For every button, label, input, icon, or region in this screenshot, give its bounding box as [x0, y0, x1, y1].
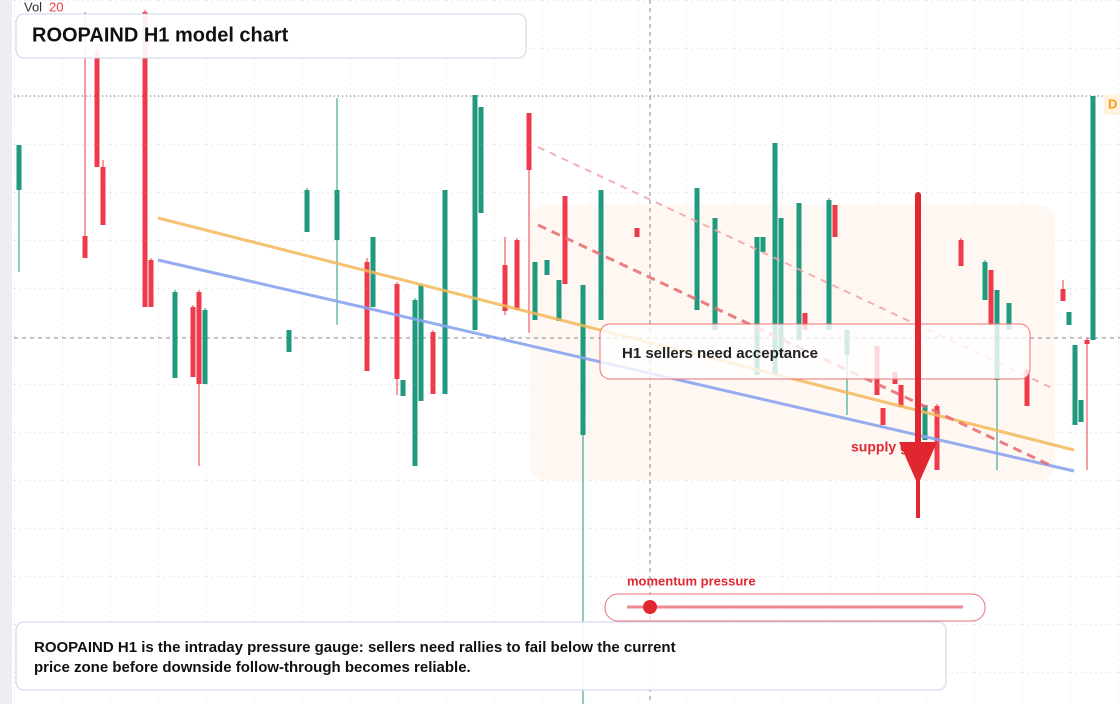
- arrow-head: [899, 442, 937, 485]
- candle-body: [634, 228, 640, 237]
- candle-body: [196, 292, 202, 384]
- candle-body: [1090, 96, 1096, 340]
- volume-label: Vol: [24, 0, 42, 14]
- candle-body: [16, 145, 22, 190]
- candle-body: [364, 262, 370, 371]
- candle-body: [148, 260, 154, 307]
- description-box: [15, 621, 947, 691]
- description: price zone before downside follow-throug…: [34, 659, 471, 676]
- candle-body: [100, 167, 106, 225]
- badge-box: [1104, 95, 1120, 115]
- title-box: [15, 13, 527, 59]
- candle-body: [826, 200, 832, 330]
- candle-body: [556, 280, 562, 321]
- candle-body: [478, 107, 484, 213]
- candle-body: [1066, 312, 1072, 325]
- candle-body: [190, 307, 196, 377]
- candle-body: [598, 190, 604, 320]
- callout: H1 sellers need acceptance: [622, 345, 818, 362]
- candle-body: [898, 385, 904, 407]
- candle-body: [142, 12, 148, 307]
- candle-body: [712, 218, 718, 330]
- candle-body: [526, 113, 532, 170]
- candle-body: [82, 236, 88, 258]
- volume-value: 20: [49, 0, 63, 14]
- candle-body: [1078, 400, 1084, 422]
- candle-body: [334, 190, 340, 240]
- candle-body: [472, 95, 478, 330]
- candle-body: [544, 260, 550, 275]
- candle-body: [778, 218, 784, 355]
- candle-body: [418, 285, 424, 401]
- left-strip: [0, 0, 12, 704]
- candle-body: [502, 265, 508, 311]
- candle-body: [802, 313, 808, 330]
- description: ROOPAIND H1 is the intraday pressure gau…: [34, 639, 676, 656]
- candle-body: [982, 262, 988, 300]
- candle-body: [202, 310, 208, 384]
- slider-label: momentum pressure: [627, 573, 756, 588]
- trend-line: [537, 223, 1053, 468]
- candle-body: [832, 205, 838, 237]
- badge: D: [1108, 96, 1117, 111]
- candle-body: [412, 300, 418, 466]
- candle-body: [562, 196, 568, 284]
- candle-body: [958, 240, 964, 266]
- candle-body: [394, 284, 400, 379]
- slider-knob: [643, 600, 657, 614]
- candle-body: [1006, 303, 1012, 330]
- candle-body: [1084, 340, 1090, 344]
- candle-body: [94, 50, 100, 167]
- candle-body: [172, 292, 178, 378]
- candle-body: [1024, 370, 1030, 406]
- candle-body: [514, 240, 520, 310]
- candle-body: [694, 188, 700, 310]
- candle-body: [988, 270, 994, 325]
- candle-body: [754, 237, 760, 375]
- candle-body: [580, 285, 586, 435]
- candle-body: [400, 380, 406, 396]
- candle-body: [922, 405, 928, 440]
- candle-body: [880, 408, 886, 425]
- candle-body: [430, 332, 436, 394]
- candle-body: [1060, 289, 1066, 301]
- candle-body: [304, 190, 310, 232]
- candle-body: [532, 262, 538, 320]
- chart-title: ROOPAIND H1 model chart: [32, 24, 289, 46]
- candle-body: [1072, 345, 1078, 425]
- candle-body: [796, 203, 802, 340]
- candle-body: [286, 330, 292, 352]
- candle-body: [760, 237, 766, 252]
- callout-box: [599, 323, 1031, 380]
